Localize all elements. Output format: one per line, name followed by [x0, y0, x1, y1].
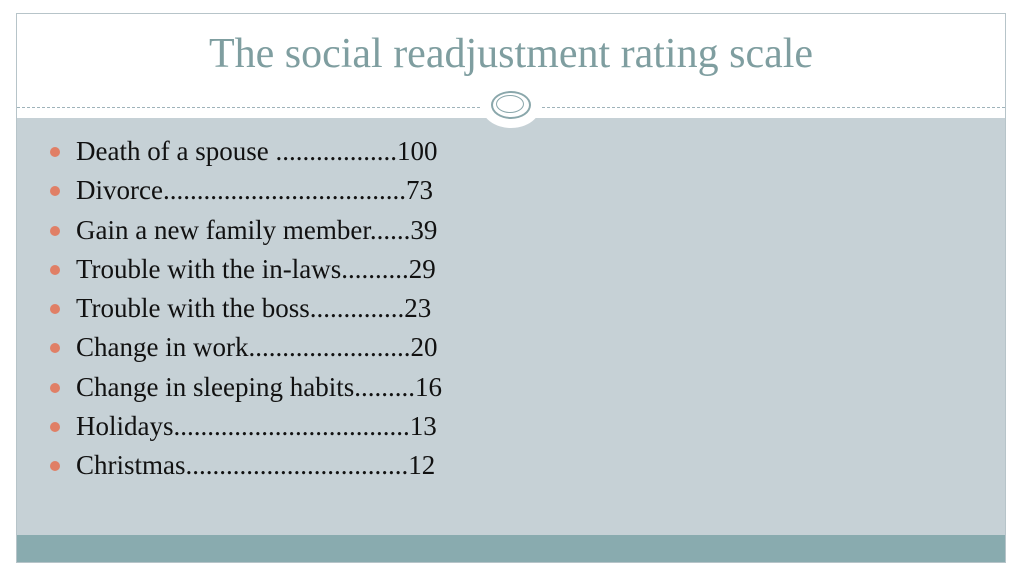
item-value: 29 — [408, 253, 436, 284]
bullet-icon — [50, 186, 60, 197]
item-event: Divorce.................................… — [76, 175, 406, 206]
ornament-ring — [491, 91, 531, 119]
item-event: Trouble with the boss.............. — [76, 293, 405, 324]
item-value: 39 — [410, 214, 438, 245]
list-item: Death of a spouse ..................100 — [47, 132, 442, 171]
list-item: Trouble with the in-laws..........29 — [47, 250, 442, 289]
item-event: Trouble with the in-laws.......... — [76, 253, 409, 284]
item-value: 13 — [409, 411, 437, 442]
bullet-icon — [50, 147, 60, 157]
bullet-icon — [50, 343, 60, 354]
content-area: Death of a spouse ..................100 … — [17, 118, 1005, 537]
list-item: Gain a new family member......39 — [47, 211, 442, 250]
item-event: Change in sleeping habits......... — [76, 371, 415, 402]
slide-title: The social readjustment rating scale — [208, 31, 814, 77]
list-item: Trouble with the boss..............23 — [47, 289, 442, 328]
bullet-icon — [50, 461, 60, 472]
item-event: Christmas...............................… — [76, 450, 409, 481]
item-event: Gain a new family member...... — [76, 214, 411, 245]
bullet-icon — [50, 382, 60, 393]
footer-bar — [17, 535, 1005, 562]
item-value: 23 — [404, 293, 432, 324]
bullet-icon — [50, 422, 60, 433]
list-item: Divorce.................................… — [47, 171, 442, 210]
item-value: 100 — [396, 136, 438, 166]
item-event: Holidays................................… — [76, 411, 410, 442]
bullet-icon — [50, 264, 60, 275]
list-item: Change in work........................20 — [47, 328, 442, 367]
list-item: Change in sleeping habits.........16 — [47, 368, 442, 407]
divider-ornament-icon — [481, 82, 541, 128]
slide: The social readjustment rating scale Dea… — [16, 13, 1006, 563]
item-event: Change in work........................ — [76, 332, 411, 363]
bullet-icon — [50, 304, 60, 315]
item-value: 16 — [414, 371, 442, 402]
list-item: Christmas...............................… — [47, 446, 442, 485]
bullet-icon — [50, 225, 60, 236]
list-item: Holidays................................… — [47, 407, 442, 446]
item-event: Death of a spouse .................. — [76, 136, 397, 166]
item-value: 12 — [408, 450, 436, 481]
rating-list: Death of a spouse ..................100 … — [47, 132, 442, 486]
item-value: 20 — [410, 332, 438, 363]
item-value: 73 — [405, 175, 433, 206]
